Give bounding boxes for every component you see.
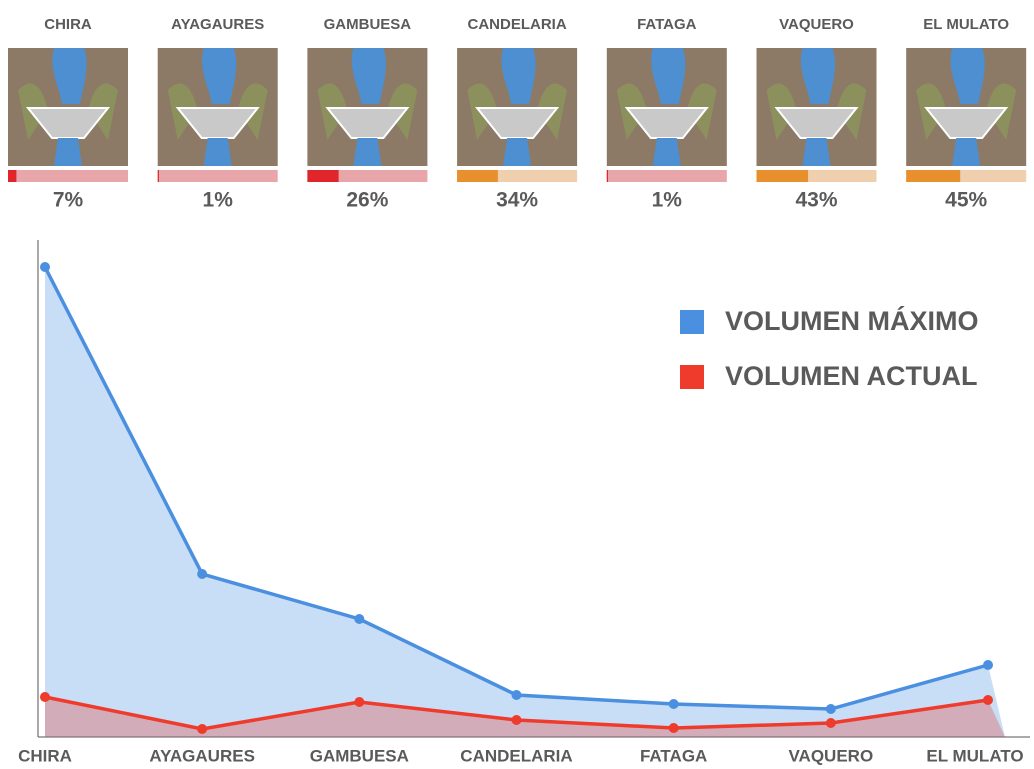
- dam-illustration: [606, 48, 727, 166]
- x-tick-label: FATAGA: [640, 746, 707, 765]
- vegetation: [766, 83, 867, 140]
- gauge-fill: [157, 170, 159, 182]
- legend-label: VOLUMEN MÁXIMO: [725, 305, 979, 336]
- gauge-label: 7%: [53, 189, 84, 212]
- dam-wall: [475, 107, 560, 139]
- series-point: [40, 692, 50, 702]
- series-point: [825, 718, 836, 728]
- x-tick-label: GAMBUESA: [310, 746, 409, 765]
- gauge-fill: [906, 170, 961, 182]
- river: [52, 48, 87, 104]
- legend-swatch: [680, 310, 704, 334]
- dam-name: GAMBUESA: [324, 16, 412, 33]
- vegetation: [916, 83, 1017, 140]
- river: [800, 48, 836, 104]
- vegetation: [317, 83, 418, 140]
- series-point: [825, 704, 836, 714]
- dam-name: FATAGA: [637, 16, 697, 33]
- series-area: [45, 697, 1005, 737]
- x-tick-label: VAQUERO: [788, 746, 873, 765]
- legend-label: VOLUMEN ACTUAL: [725, 361, 977, 391]
- dam-illustration: [756, 48, 877, 166]
- dam-illustration: [307, 48, 428, 166]
- series-point: [511, 715, 522, 725]
- dam-name: CHIRA: [44, 16, 92, 33]
- gauge-label: 1%: [652, 189, 683, 212]
- gauge-track: [157, 170, 278, 182]
- river: [651, 48, 686, 104]
- river: [950, 48, 985, 104]
- vegetation: [167, 83, 268, 140]
- outflow: [652, 138, 681, 166]
- gauge-fill: [307, 170, 339, 182]
- gauge-label: 43%: [795, 189, 837, 212]
- series-point: [983, 695, 993, 705]
- dam-wall: [924, 107, 1009, 139]
- outflow: [203, 138, 232, 166]
- gauge-label: 34%: [496, 189, 538, 212]
- x-tick-label: EL MULATO: [926, 746, 1023, 765]
- outflow: [952, 138, 981, 166]
- river: [501, 48, 536, 104]
- x-tick-label: CANDELARIA: [460, 746, 572, 765]
- gauge-fill: [457, 170, 498, 182]
- series-point: [197, 724, 208, 734]
- x-tick-label: CHIRA: [18, 746, 72, 765]
- series-point: [354, 614, 365, 624]
- dam-wall: [774, 107, 859, 139]
- outflow: [802, 138, 831, 166]
- outflow: [353, 138, 382, 166]
- dam-name: CANDELARIA: [468, 16, 567, 33]
- series-point: [197, 569, 208, 579]
- gauge-fill: [756, 170, 809, 182]
- x-tick-label: AYAGAURES: [149, 746, 255, 765]
- dam-wall: [624, 107, 709, 139]
- dam-wall: [25, 107, 111, 139]
- series-point: [983, 660, 993, 670]
- gauge-fill: [8, 170, 17, 182]
- gauge-track: [606, 170, 727, 182]
- gauge-fill: [606, 170, 608, 182]
- series-area: [45, 267, 1005, 737]
- legend-swatch: [680, 365, 704, 389]
- gauge-label: 45%: [945, 189, 987, 212]
- series-point: [668, 723, 679, 733]
- dam-illustration: [457, 48, 578, 166]
- dam-illustration: [8, 48, 128, 166]
- dam-wall: [175, 107, 260, 139]
- series-point: [511, 690, 522, 700]
- dam-name: AYAGAURES: [171, 16, 264, 33]
- vegetation: [18, 83, 118, 140]
- outflow: [54, 138, 82, 166]
- gauge-label: 26%: [346, 189, 388, 212]
- gauge-track: [8, 170, 128, 182]
- dam-name: VAQUERO: [779, 16, 854, 33]
- vegetation: [616, 83, 717, 140]
- series-point: [40, 262, 50, 272]
- dam-wall: [325, 107, 410, 139]
- gauge-label: 1%: [203, 189, 234, 212]
- vegetation: [467, 83, 568, 140]
- dam-name: EL MULATO: [923, 16, 1009, 33]
- dam-illustration: [157, 48, 278, 166]
- river: [351, 48, 386, 104]
- series-point: [668, 699, 679, 709]
- outflow: [503, 138, 532, 166]
- series-point: [354, 697, 365, 707]
- river: [202, 48, 237, 104]
- dam-illustration: [906, 48, 1027, 166]
